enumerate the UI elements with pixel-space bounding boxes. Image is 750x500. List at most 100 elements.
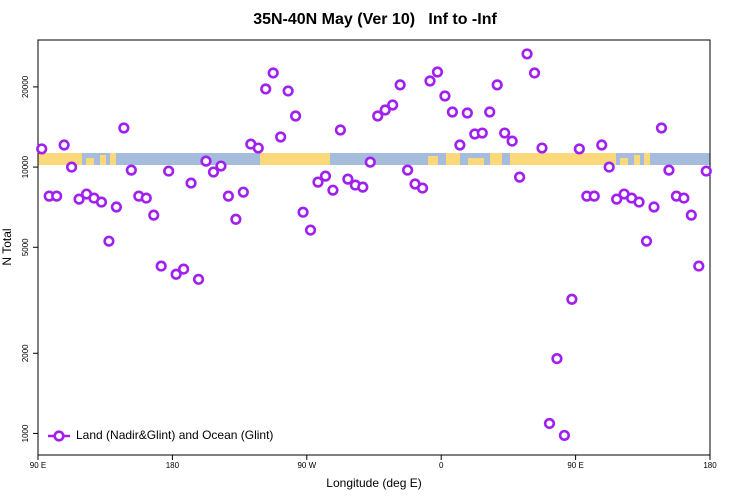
data-point [700,165,712,177]
data-point [155,260,167,272]
data-point [148,209,160,221]
data-point [297,206,309,218]
data-point [536,142,548,154]
data-point [633,196,645,208]
data-point [484,106,496,118]
data-point [364,156,376,168]
land-strip [490,153,502,165]
data-point [192,273,205,285]
data-point [573,143,585,155]
data-point [491,79,503,91]
data-point [379,104,391,116]
data-point [439,90,451,102]
data-point [357,181,369,193]
x-axis-label: Longitude (deg E) [326,476,421,490]
data-point [461,107,473,119]
x-tick-label: 90 E [30,461,46,470]
data-point [476,127,488,139]
data-point [237,186,249,198]
land-strip [100,155,106,165]
data-point [163,165,175,177]
land-strip [428,156,438,165]
y-tick-label: 5000 [21,238,30,256]
data-point [655,122,668,134]
data-point [640,235,653,247]
data-point [215,160,227,172]
data-point [290,110,302,122]
land-strip [634,155,640,165]
data-point [58,139,70,151]
data-point [528,67,541,79]
data-point [260,83,272,95]
land-strip [260,153,330,165]
data-point [513,171,526,183]
data-point [446,106,459,118]
data-point [267,67,279,79]
y-tick-label: 2000 [21,344,30,362]
data-point [118,122,130,134]
x-tick-label: 90 E [567,461,583,470]
data-point [611,193,623,205]
data-point [110,201,122,213]
data-point [521,48,533,60]
data-point [200,155,212,167]
data-point [65,161,78,173]
y-tick-label: 20000 [21,75,30,98]
data-point [95,196,108,208]
x-tick-label: 180 [166,461,180,470]
data-point [282,85,294,97]
data-point [342,173,354,185]
x-tick-label: 90 W [297,461,316,470]
data-point [312,176,324,188]
data-point [319,170,332,182]
x-tick-label: 0 [439,461,444,470]
data-point [454,139,466,151]
data-point [394,79,406,91]
data-point [185,177,197,189]
land-strip [446,153,460,165]
data-point [603,161,615,173]
data-point [207,166,220,178]
data-point [36,143,48,155]
data-point [230,213,242,225]
data-point [685,209,697,221]
data-point [566,293,578,305]
data-point [51,190,63,202]
data-point [663,164,675,176]
data-point [304,224,317,236]
data-point [648,201,660,213]
data-point [327,184,339,196]
data-point [416,182,429,194]
land-strip [468,158,484,165]
data-point [678,192,690,204]
data-point [431,66,444,78]
legend-label: Land (Nadir&Glint) and Ocean (Glint) [76,428,273,442]
data-point [178,263,190,275]
data-point [402,164,414,176]
legend-marker [53,430,65,442]
data-point [275,131,287,143]
x-tick-label: 180 [703,461,717,470]
data-point [506,135,518,147]
data-point [372,110,384,122]
data-point [252,142,264,154]
data-point [588,190,600,202]
data-point [551,352,563,365]
data-point [222,190,234,202]
land-strip [644,153,650,165]
chart-title: 35N-40N May (Ver 10) Inf to -Inf [253,11,497,28]
land-strip [510,153,616,165]
land-strip [86,158,94,165]
land-strip [110,153,116,165]
data-point [125,164,137,176]
y-tick-label: 10000 [21,155,30,178]
data-point [693,260,705,272]
data-point [543,417,556,430]
y-axis-label: N Total [0,228,14,265]
data-point [558,429,571,442]
data-point [170,268,182,280]
land-strip [620,158,628,165]
data-point [424,75,436,87]
